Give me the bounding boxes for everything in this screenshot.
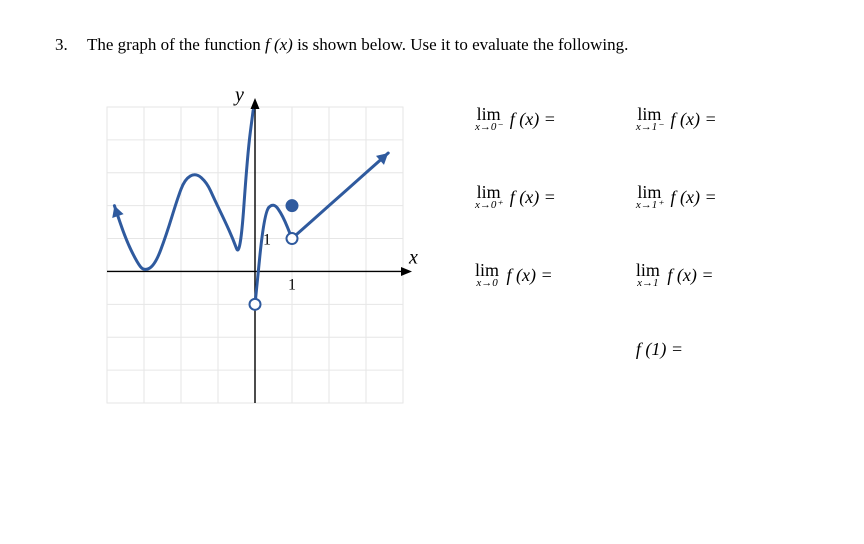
svg-text:1: 1 [263,232,271,249]
question-text: The graph of the function f (x) is shown… [87,35,628,55]
svg-text:y: y [233,85,244,106]
question-header: 3. The graph of the function f (x) is sh… [55,35,809,55]
lim-1-minus: limx→1⁻ f (x) = [636,105,717,133]
graph: x y 1 1 [85,85,425,425]
limits-grid: limx→0⁻ f (x) = limx→1⁻ f (x) = limx→0⁺ … [475,85,717,360]
lim-1-plus: limx→1⁺ f (x) = [636,183,717,211]
function-name: f (x) [265,35,293,54]
svg-text:1: 1 [288,276,296,293]
f-of-1: f (1) = [636,339,717,360]
question-number: 3. [55,35,75,55]
graph-svg: x y 1 1 [85,85,425,425]
lim-0-plus: limx→0⁺ f (x) = [475,183,556,211]
svg-text:x: x [408,246,418,268]
lim-0: limx→0 f (x) = [475,261,556,289]
lim-0-minus: limx→0⁻ f (x) = [475,105,556,133]
lim-1: limx→1 f (x) = [636,261,717,289]
